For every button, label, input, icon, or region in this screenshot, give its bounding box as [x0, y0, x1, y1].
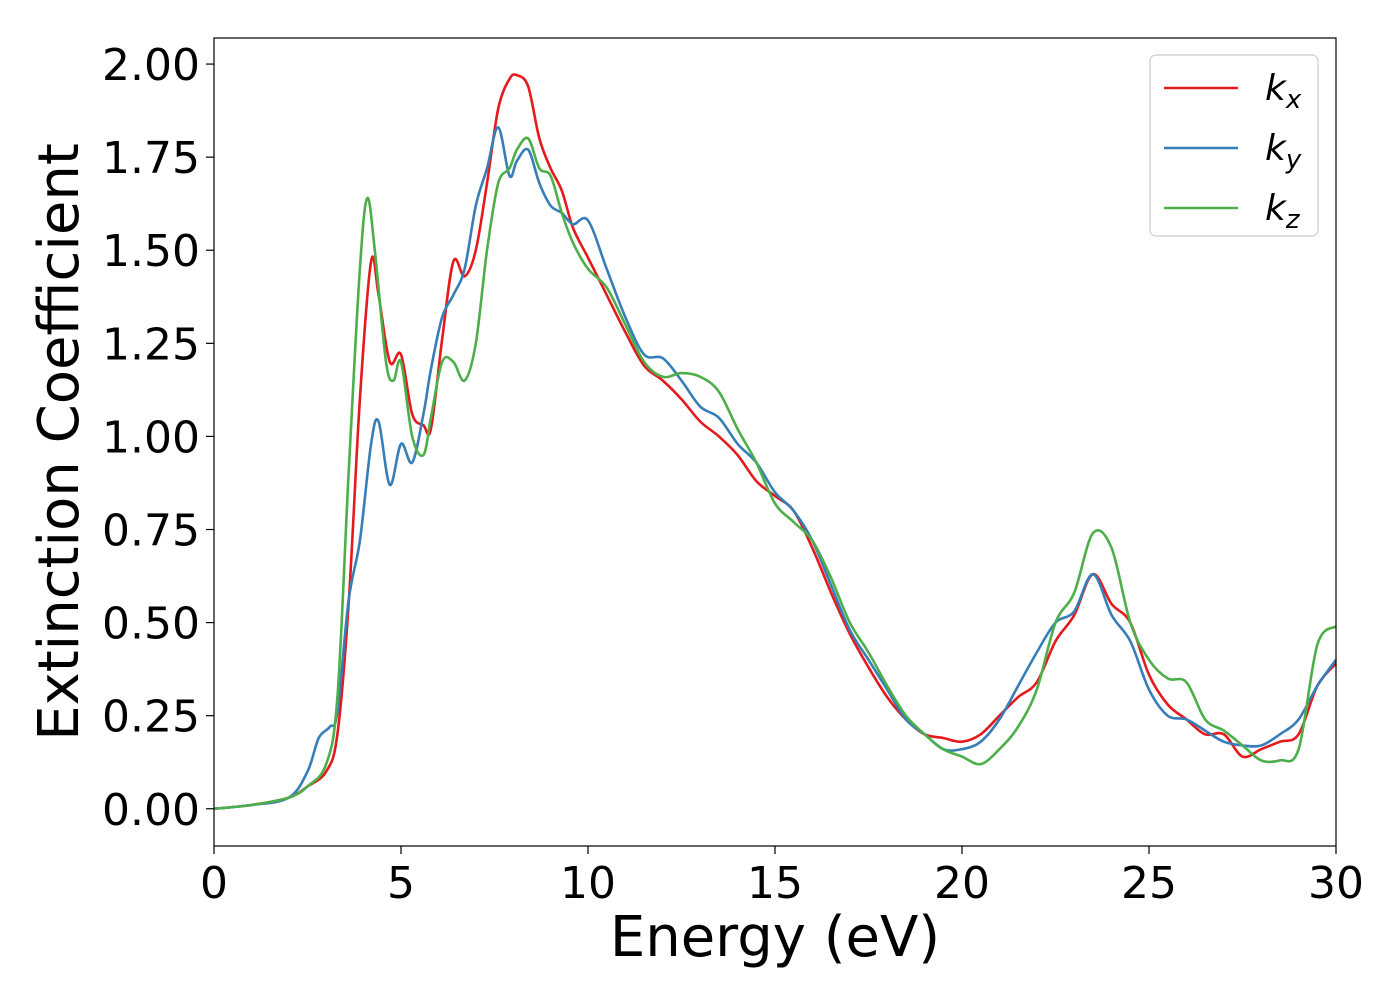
legend-label-sub: x: [1285, 85, 1302, 115]
legend-label-sub: y: [1285, 145, 1302, 175]
x-tick-label: 15: [747, 858, 803, 909]
legend-label-main: k: [1265, 128, 1288, 169]
series-line-k-z: [213, 136, 1337, 811]
legend-label-main: k: [1265, 68, 1288, 109]
x-axis-title: Energy (eV): [610, 905, 940, 970]
y-tick-label: 1.00: [102, 412, 200, 463]
y-tick-label: 0.00: [102, 785, 200, 836]
x-tick-label: 5: [387, 858, 415, 909]
y-tick-label: 2.00: [102, 40, 200, 91]
legend-label-k-x: kx: [1265, 68, 1302, 115]
y-tick-label: 1.25: [102, 319, 200, 370]
y-tick-label: 1.50: [102, 226, 200, 277]
x-tick-label: 25: [1121, 858, 1177, 909]
x-tick-label: 0: [200, 858, 228, 909]
y-tick-label: 0.25: [102, 692, 200, 743]
series-line-k-y: [213, 126, 1338, 811]
y-tick-label: 0.50: [102, 599, 200, 650]
plot-frame: [213, 37, 1337, 847]
plot-lines: [213, 73, 1338, 811]
legend-label-main: k: [1265, 188, 1288, 229]
x-tick-label: 20: [934, 858, 990, 909]
legend-label-k-z: kz: [1265, 188, 1301, 235]
series-line-k-x: [213, 73, 1338, 811]
y-tick-label: 1.75: [102, 133, 200, 184]
x-tick-label: 10: [560, 858, 616, 909]
legend-label-k-y: ky: [1265, 128, 1302, 175]
x-tick-label: 30: [1308, 858, 1364, 909]
y-axis-title: Extinction Coefficient: [27, 143, 92, 741]
y-tick-label: 0.75: [102, 506, 200, 557]
legend-label-sub: z: [1285, 205, 1301, 235]
axis-ticks: 0 5 10 15 20 25 30 0.00 0.25 0.50 0.75 1.00 1.25 1.50…: [102, 40, 1364, 909]
legend-box: [1149, 54, 1319, 237]
